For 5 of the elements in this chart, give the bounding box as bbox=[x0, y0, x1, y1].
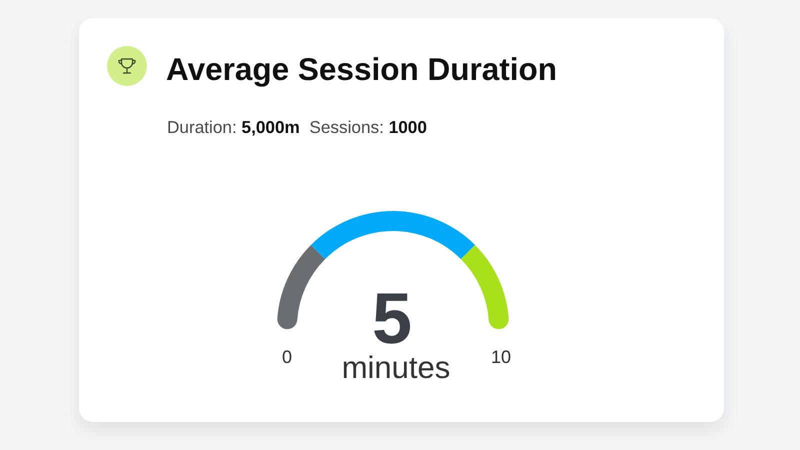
text: 10 bbox=[490, 347, 512, 367]
chart-subtitle: Duration: 5,000m Sessions: 1000 bbox=[167, 117, 427, 137]
text: 0 bbox=[282, 347, 292, 367]
chart-title: Average Session Duration bbox=[166, 51, 557, 87]
text: minutes bbox=[342, 350, 450, 385]
